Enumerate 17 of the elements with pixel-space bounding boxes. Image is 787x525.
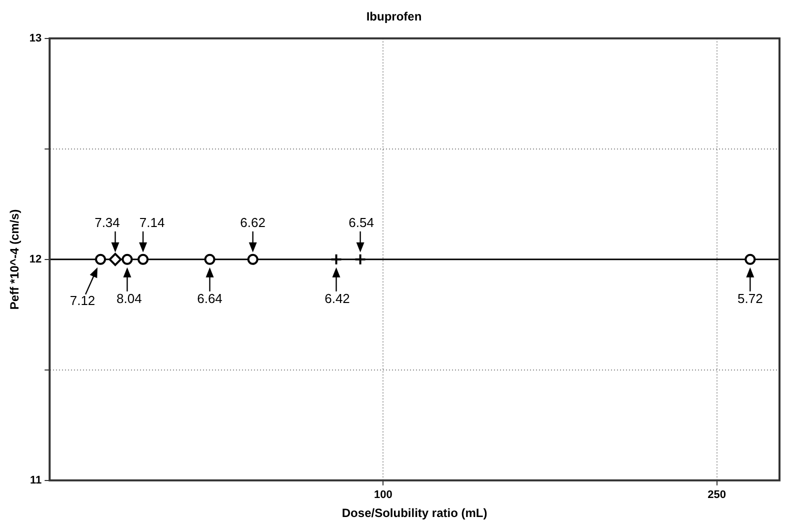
y-tick-label: 12 bbox=[29, 253, 42, 266]
annotation: 7.14 bbox=[139, 214, 165, 230]
y-tick-label: 13 bbox=[29, 32, 42, 44]
chart-title: Ibuprofen bbox=[366, 10, 422, 24]
annotation: 8.04 bbox=[116, 290, 142, 306]
annotation: 7.12 bbox=[70, 292, 96, 308]
annotation: 6.64 bbox=[197, 290, 222, 306]
annotation: 5.72 bbox=[738, 290, 763, 306]
y-axis-title: Peff *10^-4 (cm/s) bbox=[8, 209, 22, 310]
annotation: 6.62 bbox=[240, 214, 266, 230]
x-tick-label: 250 bbox=[708, 489, 726, 502]
annotation: 6.42 bbox=[324, 290, 350, 306]
x-tick-label: 100 bbox=[374, 489, 392, 502]
annotation: 6.54 bbox=[348, 214, 374, 230]
annotation: 7.34 bbox=[94, 214, 120, 230]
y-tick-label: 11 bbox=[30, 474, 42, 486]
x-axis-title: Dose/Solubility ratio (mL) bbox=[342, 506, 488, 520]
